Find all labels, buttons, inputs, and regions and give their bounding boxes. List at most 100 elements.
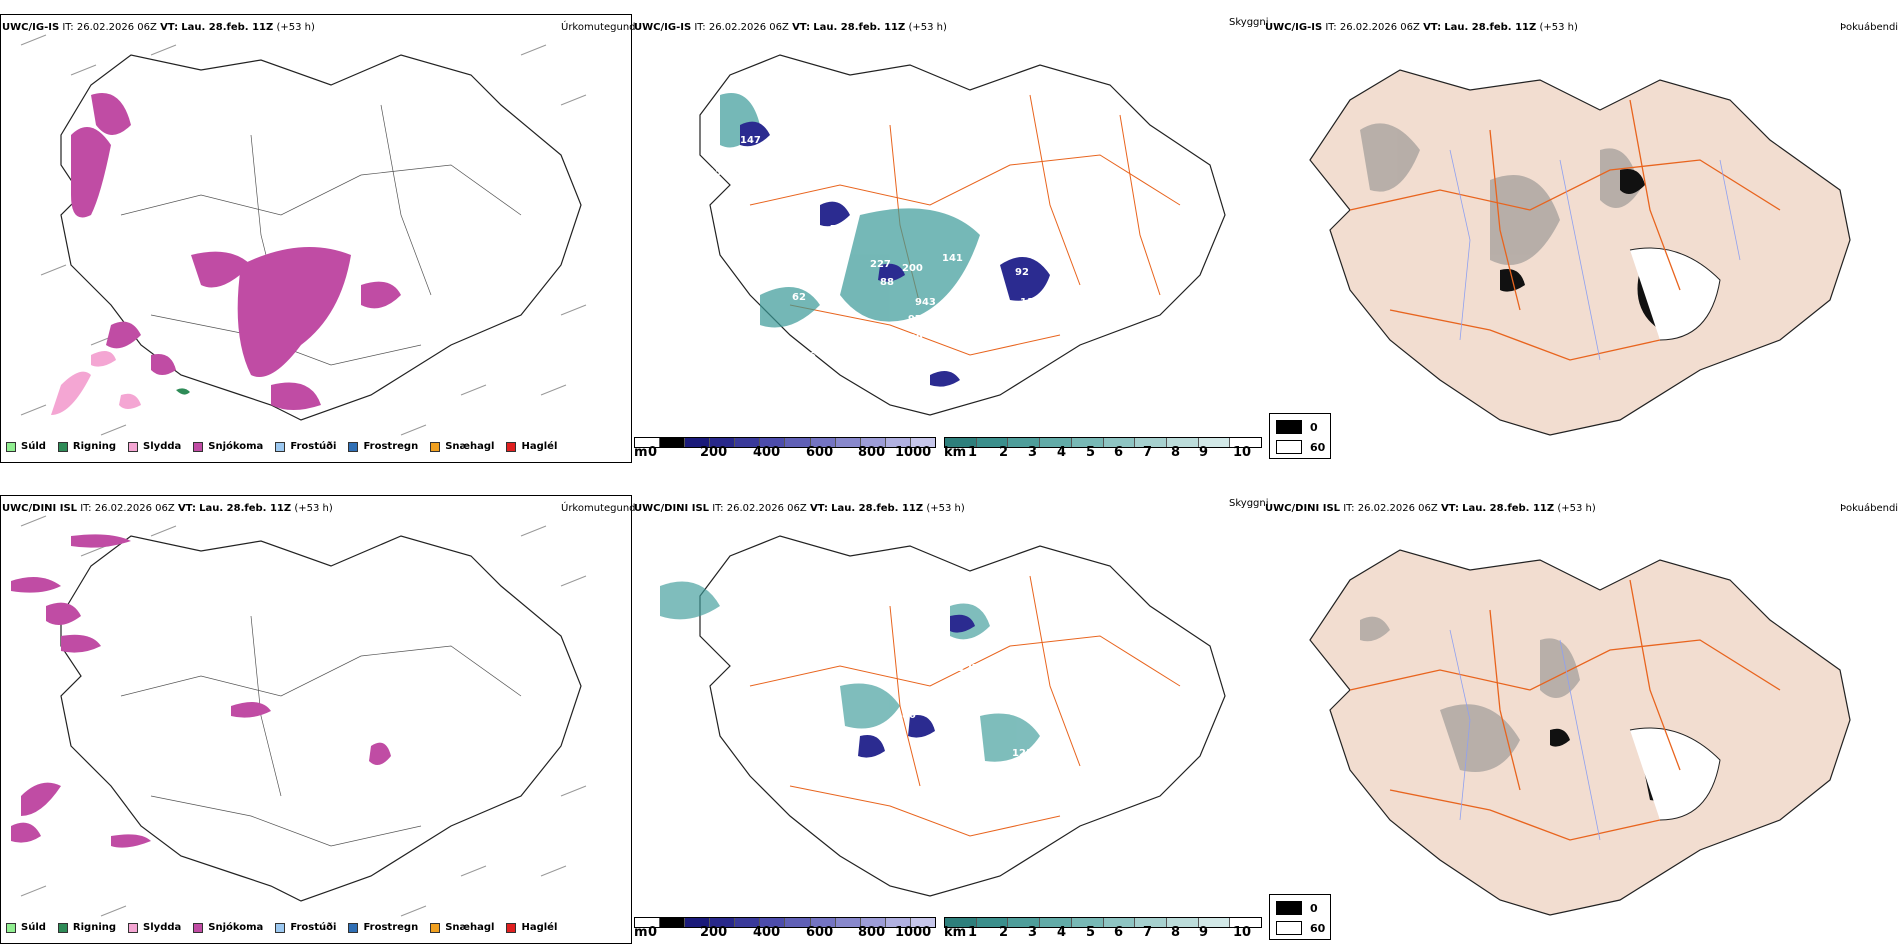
value-label: 127 xyxy=(958,663,979,674)
visibility-areas xyxy=(660,581,1040,762)
value-label: 978 xyxy=(908,314,929,325)
rivers xyxy=(1449,629,1601,841)
slydda-areas xyxy=(51,351,141,415)
cloud-value-labels: 147 154 160 227 200 141 92 88 943 978 83… xyxy=(708,135,1079,431)
value-label: 141 xyxy=(942,253,963,264)
value-label: 89 xyxy=(940,734,954,745)
fog-legend: 0 60 xyxy=(1269,413,1331,459)
cloudbase-colorbar xyxy=(634,437,936,448)
cloud-title: UWC/DINI ISL IT: 26.02.2026 06Z VT: Lau.… xyxy=(634,503,965,514)
swatch-slydda xyxy=(128,922,139,933)
cloudbase-ticks: m 0 200 400 600 800 1000 xyxy=(634,925,932,940)
cloud-map: 127 186 109 89 118 121 240 302 189 78 xyxy=(660,535,1226,897)
swatch-sudd xyxy=(6,441,16,452)
fog-title: UWC/IG-IS IT: 26.02.2026 06Z VT: Lau. 28… xyxy=(1265,22,1578,33)
visibility-colorbar xyxy=(944,917,1262,928)
visibility-ticks: km 1 2 3 4 5 6 7 8 9 10 xyxy=(944,925,1252,940)
legend-snjokoma: Snjókoma xyxy=(193,441,263,452)
value-label: 302 xyxy=(992,784,1013,795)
cloud-tag: Skyggni xyxy=(1229,498,1269,509)
value-label: 88 xyxy=(913,420,927,431)
fog-tag: Þokuábendi xyxy=(1840,503,1899,514)
value-label: 186 xyxy=(895,710,916,721)
cloudbase-areas xyxy=(740,121,1050,387)
legend-rigning: Rigning xyxy=(57,922,116,933)
fog-map xyxy=(1309,69,1851,436)
value-label: 189 xyxy=(925,765,946,776)
precip-tag: Úrkomutegund xyxy=(561,22,636,33)
value-label: 227 xyxy=(870,259,891,270)
value-label: 88 xyxy=(880,277,894,288)
cloudbase-colorbar xyxy=(634,917,936,928)
visibility-colorbar xyxy=(944,437,1262,448)
value-label: 839 xyxy=(902,333,923,344)
legend-slydda: Slydda xyxy=(128,922,181,933)
legend-frostregn: Frostregn xyxy=(348,922,418,933)
fog-map xyxy=(1309,549,1851,916)
cloud-title: UWC/IG-IS IT: 26.02.2026 06Z VT: Lau. 28… xyxy=(634,22,947,33)
precip-map xyxy=(11,515,587,917)
precip-title: UWC/DINI ISL IT: 26.02.2026 06Z VT: Lau.… xyxy=(2,503,333,514)
snjokoma-areas xyxy=(11,534,391,848)
precip-tag: Úrkomutegund xyxy=(561,503,636,514)
cloud-value-labels: 127 186 109 89 118 121 240 302 189 78 xyxy=(856,663,1074,819)
iceland-outline xyxy=(60,54,582,421)
swatch-sudd xyxy=(6,922,16,933)
value-label: 943 xyxy=(915,297,936,308)
value-label: 130 xyxy=(1058,312,1079,323)
precip-map-frame xyxy=(0,495,632,944)
wind-barbs xyxy=(20,34,587,436)
value-label: 147 xyxy=(740,135,761,146)
value-label: 62 xyxy=(792,292,806,303)
visibility-ticks: km 1 2 3 4 5 6 7 8 9 10 xyxy=(944,445,1252,460)
legend-frostudi: Frostúði xyxy=(275,922,336,933)
value-label: 121 xyxy=(1012,748,1033,759)
swatch-frostregn xyxy=(348,441,359,452)
rivers xyxy=(1449,149,1741,361)
value-label: 240 xyxy=(996,764,1017,775)
value-label: 175 xyxy=(936,389,957,400)
fog-legend-dark xyxy=(1276,901,1302,915)
fog-legend-light xyxy=(1276,921,1302,935)
swatch-rigning xyxy=(57,441,68,452)
snjokoma-areas xyxy=(71,93,401,410)
swatch-snaehagl xyxy=(430,441,441,452)
value-label: 78 xyxy=(1060,808,1074,819)
cloud-map: 147 154 160 227 200 141 92 88 943 978 83… xyxy=(699,54,1226,431)
fog-title: UWC/DINI ISL IT: 26.02.2026 06Z VT: Lau.… xyxy=(1265,503,1596,514)
swatch-snjokoma xyxy=(193,441,204,452)
cloudbase-areas xyxy=(858,614,975,758)
swatch-snjokoma xyxy=(193,922,204,933)
legend-snaehagl: Snæhagl xyxy=(430,441,494,452)
visibility-areas xyxy=(720,93,980,328)
fog-legend-light xyxy=(1276,440,1302,454)
swatch-slydda xyxy=(128,441,139,452)
legend-slydda: Slydda xyxy=(128,441,181,452)
value-label: 109 xyxy=(856,758,877,769)
swatch-haglel xyxy=(506,441,517,452)
value-label: 11 xyxy=(1020,297,1034,308)
precip-map xyxy=(20,34,587,436)
value-label: 160 xyxy=(790,242,811,253)
legend-frostudi: Frostúði xyxy=(275,441,336,452)
legend-snaehagl: Snæhagl xyxy=(430,922,494,933)
fog-gray xyxy=(1360,616,1580,772)
iceland-land xyxy=(1309,69,1851,436)
swatch-frostudi xyxy=(275,922,286,933)
value-label: 118 xyxy=(922,749,943,760)
value-label: 200 xyxy=(902,263,923,274)
fog-legend-dark xyxy=(1276,420,1302,434)
cloud-tag: Skyggni xyxy=(1229,17,1269,28)
precip-title: UWC/IG-IS IT: 26.02.2026 06Z VT: Lau. 28… xyxy=(2,22,315,33)
iceland-land xyxy=(1309,549,1851,916)
legend-frostregn: Frostregn xyxy=(348,441,418,452)
iceland-outline xyxy=(699,535,1226,897)
roads xyxy=(120,615,522,847)
precip-map-frame xyxy=(0,14,632,463)
legend-snjokoma: Snjókoma xyxy=(193,922,263,933)
swatch-haglel xyxy=(506,922,517,933)
value-label: 71 xyxy=(830,224,844,235)
roads xyxy=(1349,99,1781,361)
value-label: 92 xyxy=(1015,267,1029,278)
roads xyxy=(1349,579,1781,841)
